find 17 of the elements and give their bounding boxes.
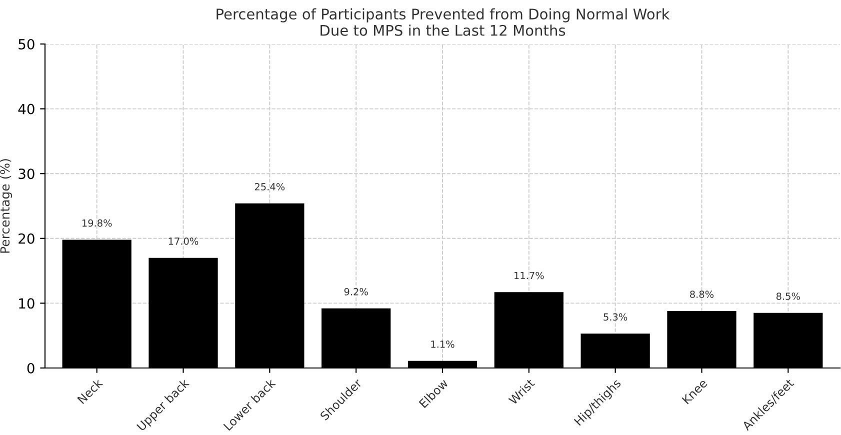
data-label: 1.1%	[431, 340, 454, 348]
y-tick-label: 30	[18, 168, 34, 180]
data-label: 8.5%	[776, 292, 800, 300]
y-tick-label: 10	[19, 298, 34, 309]
data-label: 11.7%	[514, 272, 544, 280]
data-label: 8.8%	[690, 290, 714, 298]
chart-title: Percentage of Participants Prevented from Doing Normal Work Due to MPS in the Last 12 Months	[216, 8, 670, 36]
y-tick-label: 0	[27, 362, 34, 374]
y-tick-label: 50	[18, 38, 34, 50]
y-tick-label: 20	[18, 233, 34, 244]
data-label: 19.8%	[82, 219, 112, 227]
data-label: 17.0%	[168, 237, 198, 245]
y-axis-title: Percentage (%)	[0, 159, 12, 253]
data-label: 5.3%	[604, 313, 628, 321]
data-label: 25.4%	[254, 183, 285, 190]
data-label: 9.2%	[344, 288, 368, 296]
y-tick-label: 40	[18, 104, 34, 114]
